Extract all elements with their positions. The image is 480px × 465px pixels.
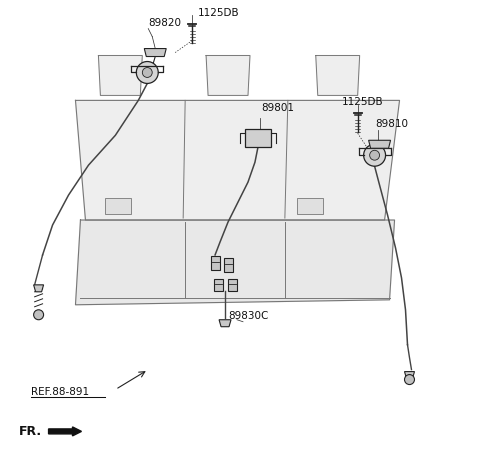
Circle shape <box>370 150 380 160</box>
Circle shape <box>136 61 158 83</box>
Circle shape <box>405 375 414 385</box>
Bar <box>224 258 232 272</box>
Text: 89830C: 89830C <box>228 311 268 321</box>
Text: FR.: FR. <box>19 425 42 438</box>
Text: 1125DB: 1125DB <box>198 7 240 18</box>
Polygon shape <box>405 372 414 379</box>
Text: REF.88-891: REF.88-891 <box>31 386 89 397</box>
Circle shape <box>143 67 152 77</box>
Bar <box>228 279 237 291</box>
Text: 89820: 89820 <box>148 18 181 27</box>
Bar <box>214 279 223 291</box>
Text: 89810: 89810 <box>375 120 408 129</box>
Polygon shape <box>316 55 360 95</box>
Polygon shape <box>75 100 399 220</box>
Polygon shape <box>34 285 44 292</box>
Polygon shape <box>75 220 395 305</box>
Polygon shape <box>219 320 231 327</box>
Circle shape <box>364 144 385 166</box>
Bar <box>106 198 132 214</box>
Polygon shape <box>206 55 250 95</box>
Polygon shape <box>369 140 391 148</box>
FancyArrow shape <box>48 427 82 436</box>
Bar <box>245 129 271 147</box>
Bar <box>297 198 323 214</box>
Polygon shape <box>144 48 166 57</box>
Polygon shape <box>98 55 142 95</box>
Text: 89801: 89801 <box>261 103 294 113</box>
Circle shape <box>34 310 44 320</box>
Text: 1125DB: 1125DB <box>342 97 384 107</box>
Bar <box>211 256 219 270</box>
